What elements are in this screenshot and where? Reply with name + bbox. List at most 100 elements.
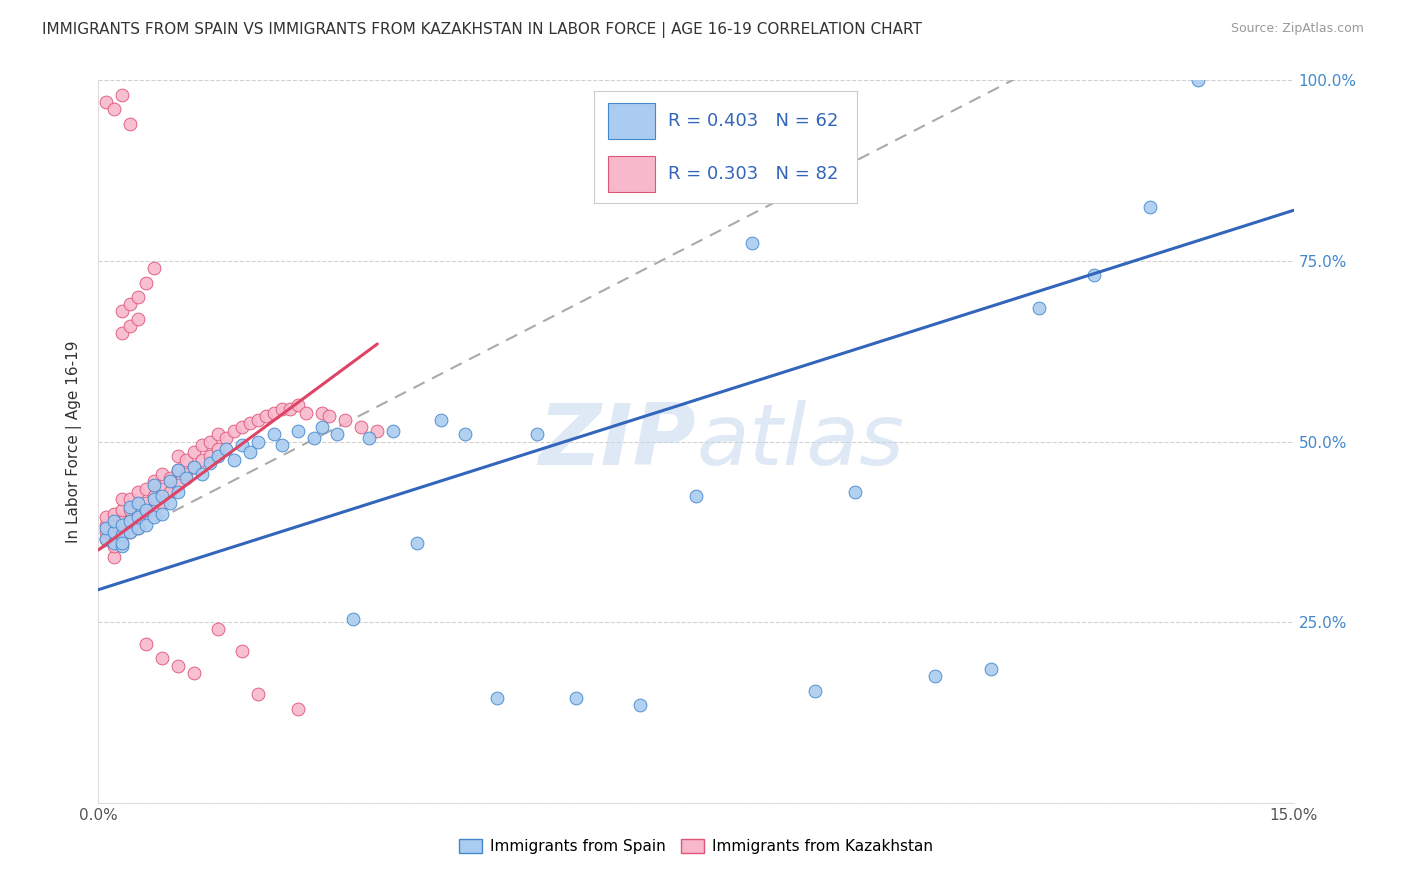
Point [127,521,149,535]
Point [231,438,253,452]
Point [96,524,118,539]
Point [174,470,197,484]
Point [111,535,134,549]
Point [246,434,269,449]
Point [207,442,229,456]
Point [135,507,157,521]
Point [111,517,134,532]
Point [318,409,340,424]
Text: IMMIGRANTS FROM SPAIN VS IMMIGRANTS FROM KAZAKHSTAN IN LABOR FORCE | AGE 16-19 C: IMMIGRANTS FROM SPAIN VS IMMIGRANTS FROM… [42,22,922,38]
Point [382,424,405,438]
Point [174,452,197,467]
Point [103,528,125,542]
Point [254,409,277,424]
Point [685,489,707,503]
Y-axis label: In Labor Force | Age 16-19: In Labor Force | Age 16-19 [66,340,83,543]
Point [191,467,214,481]
Point [263,427,285,442]
Point [159,496,181,510]
Point [526,427,548,442]
Point [103,535,125,549]
Point [1028,301,1050,315]
Point [120,492,142,507]
Point [120,318,142,333]
Point [103,102,125,116]
Point [167,478,190,492]
Point [222,424,245,438]
Point [924,669,946,683]
Point [406,535,429,549]
Point [143,478,166,492]
Point [111,326,134,340]
Point [159,475,181,489]
Point [231,644,253,658]
Point [120,500,142,514]
Point [96,95,118,109]
Point [135,503,157,517]
Point [127,510,149,524]
Point [135,482,157,496]
Point [159,485,181,500]
Point [159,470,181,484]
Point [294,406,316,420]
Point [135,276,157,290]
Point [143,503,166,517]
Point [844,485,866,500]
Point [120,514,142,528]
Point [96,517,118,532]
Point [127,500,149,514]
Point [198,456,221,470]
Point [1139,200,1161,214]
Point [565,691,588,706]
Point [120,524,142,539]
Point [111,535,134,549]
Point [120,117,142,131]
Point [246,687,269,701]
Point [127,521,149,535]
Point [111,304,134,318]
Point [143,492,166,507]
Point [1083,268,1105,283]
Point [143,261,166,276]
Point [127,496,149,510]
Point [111,492,134,507]
Point [103,514,125,528]
Point [270,438,292,452]
Point [183,445,205,459]
Point [150,507,173,521]
Point [103,524,125,539]
Point [311,420,333,434]
Point [127,311,149,326]
Point [103,507,125,521]
Point [207,623,229,637]
Point [350,420,373,434]
Legend: Immigrants from Spain, Immigrants from Kazakhstan: Immigrants from Spain, Immigrants from K… [453,833,939,860]
Point [215,431,238,445]
Point [278,402,301,417]
Point [96,510,118,524]
Point [167,449,190,463]
Point [191,452,214,467]
Point [183,665,205,680]
Point [980,662,1002,676]
Point [311,406,333,420]
Point [231,420,253,434]
Point [150,482,173,496]
Point [135,637,157,651]
Text: atlas: atlas [696,400,904,483]
Point [103,550,125,565]
Point [198,434,221,449]
Point [239,417,262,431]
Point [1187,73,1209,87]
Point [167,485,190,500]
Point [207,449,229,463]
Point [143,489,166,503]
Point [215,442,238,456]
Point [804,683,827,698]
Point [150,651,173,665]
Point [263,406,285,420]
Point [96,532,118,546]
Point [302,431,325,445]
Point [222,452,245,467]
Point [628,698,651,713]
